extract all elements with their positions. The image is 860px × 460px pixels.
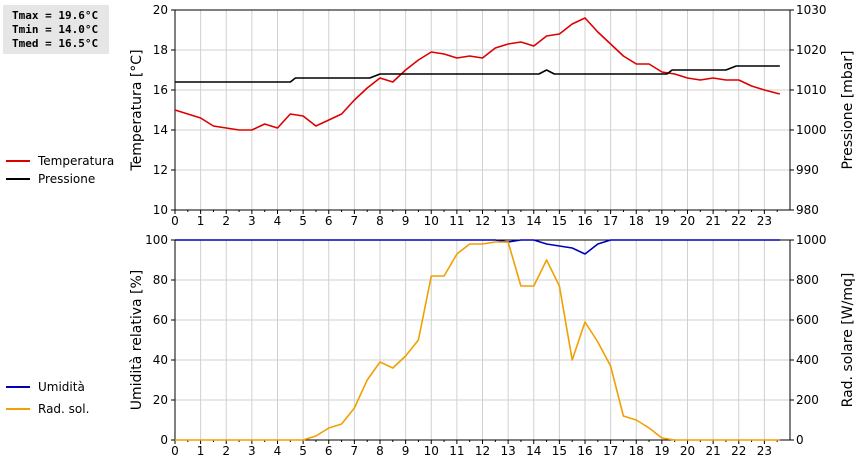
chart1-x-tick-label: 1: [197, 214, 205, 228]
chart1-x-tick-label: 11: [449, 214, 464, 228]
chart1-x-tick-label: 2: [222, 214, 230, 228]
chart2-x-tick-label: 16: [577, 444, 592, 458]
tmax-label: Tmax = 19.6°C: [12, 9, 99, 22]
chart2-x-tick-label: 12: [475, 444, 490, 458]
chart2-y2-tick-label: 0: [796, 433, 804, 447]
chart1-x-tick-label: 7: [351, 214, 359, 228]
chart2-y2-tick-label: 600: [796, 313, 819, 327]
chart1-x-tick-label: 5: [299, 214, 307, 228]
chart2-x-tick-label: 1: [197, 444, 205, 458]
chart2-x-tick-label: 15: [552, 444, 567, 458]
chart2-x-tick-label: 3: [248, 444, 256, 458]
legend-label-rad-sol: Rad. sol.: [38, 402, 90, 416]
chart1-y2-tick-label: 980: [796, 203, 819, 217]
chart2-y-tick-label: 60: [153, 313, 168, 327]
chart2-x-tick-label: 0: [171, 444, 179, 458]
chart1-y-tick-label: 16: [153, 83, 168, 97]
chart1-x-tick-label: 3: [248, 214, 256, 228]
stats-box: Tmax = 19.6°C Tmin = 14.0°C Tmed = 16.5°…: [3, 5, 109, 54]
chart1-x-tick-label: 14: [526, 214, 541, 228]
chart1-y2-tick-label: 1030: [796, 3, 827, 17]
chart2-x-tick-label: 2: [222, 444, 230, 458]
chart2-y-tick-label: 100: [145, 233, 168, 247]
chart1-series-1-line: [174, 17, 781, 131]
chart2-x-tick-label: 6: [325, 444, 333, 458]
chart2-y-tick-label: 80: [153, 273, 168, 287]
chart2-y-tick-label: 20: [153, 393, 168, 407]
chart1-x-tick-label: 17: [603, 214, 618, 228]
chart2-x-tick-label: 5: [299, 444, 307, 458]
chart1-x-tick-label: 20: [680, 214, 695, 228]
chart2-series-1-line: [175, 239, 780, 255]
chart2-x-tick-label: 19: [654, 444, 669, 458]
chart2-y2-tick-label: 400: [796, 353, 819, 367]
chart2-x-tick-label: 4: [274, 444, 282, 458]
chart1-y-axis-label: Temperatura [°C]: [129, 49, 145, 171]
legend-label-pressione: Pressione: [38, 172, 96, 186]
chart2-x-tick-label: 20: [680, 444, 695, 458]
chart1-x-tick-label: 10: [424, 214, 439, 228]
chart2-y-tick-label: 0: [160, 433, 168, 447]
legend-swatch-umidita: [6, 386, 30, 388]
legend-swatch-temperatura: [6, 160, 30, 162]
chart2-y2-tick-label: 200: [796, 393, 819, 407]
chart1-series-2-line: [175, 65, 780, 83]
chart1-x-tick-label: 9: [402, 214, 410, 228]
chart1-y-tick-label: 20: [153, 3, 168, 17]
chart2-x-tick-label: 9: [402, 444, 410, 458]
chart1-x-tick-label: 13: [500, 214, 515, 228]
chart1-y2-tick-label: 1010: [796, 83, 827, 97]
chart1-y2-tick-label: 1020: [796, 43, 827, 57]
tmin-label: Tmin = 14.0°C: [12, 23, 99, 36]
chart2-x-tick-label: 10: [424, 444, 439, 458]
chart2-x-tick-label: 8: [376, 444, 384, 458]
chart1-x-tick-label: 22: [731, 214, 746, 228]
chart1-y-tick-label: 14: [153, 123, 168, 137]
chart1-x-tick-label: 8: [376, 214, 384, 228]
chart1-x-tick-label: 12: [475, 214, 490, 228]
chart1-y2-tick-label: 990: [796, 163, 819, 177]
chart2-x-tick-label: 13: [500, 444, 515, 458]
chart2-x-tick-label: 21: [705, 444, 720, 458]
chart1-x-tick-label: 4: [274, 214, 282, 228]
legend-swatch-pressione: [6, 178, 30, 180]
legend-label-temperatura: Temperatura: [38, 154, 115, 168]
chart1-x-tick-label: 21: [705, 214, 720, 228]
chart1-x-tick-label: 6: [325, 214, 333, 228]
chart2-x-tick-label: 11: [449, 444, 464, 458]
legend-label-umidita: Umidità: [38, 380, 85, 394]
chart2-y-tick-label: 40: [153, 353, 168, 367]
chart1-x-tick-label: 19: [654, 214, 669, 228]
chart2-x-tick-label: 14: [526, 444, 541, 458]
chart2-x-tick-label: 7: [351, 444, 359, 458]
chart2-y-axis-label: Umidità relativa [%]: [129, 270, 145, 411]
legend-swatch-rad-sol: [6, 408, 30, 410]
chart2-x-tick-label: 23: [757, 444, 772, 458]
chart1-x-tick-label: 18: [629, 214, 644, 228]
chart1-y-tick-label: 10: [153, 203, 168, 217]
chart2-x-tick-label: 17: [603, 444, 618, 458]
chart2-y2-tick-label: 800: [796, 273, 819, 287]
chart1-x-tick-label: 0: [171, 214, 179, 228]
tmed-label: Tmed = 16.5°C: [12, 37, 99, 50]
chart1-y2-axis-label: Pressione [mbar]: [840, 50, 856, 169]
chart2-y2-tick-label: 1000: [796, 233, 827, 247]
chart1-x-tick-label: 15: [552, 214, 567, 228]
chart2-x-tick-label: 22: [731, 444, 746, 458]
chart2-y2-axis-label: Rad. solare [W/mq]: [840, 273, 856, 408]
chart1-x-tick-label: 16: [577, 214, 592, 228]
chart1-x-tick-label: 23: [757, 214, 772, 228]
chart2-series-2-line: [175, 241, 780, 441]
chart1-y-tick-label: 18: [153, 43, 168, 57]
chart2-x-tick-label: 18: [629, 444, 644, 458]
chart1-y-tick-label: 12: [153, 163, 168, 177]
chart1-y2-tick-label: 1000: [796, 123, 827, 137]
